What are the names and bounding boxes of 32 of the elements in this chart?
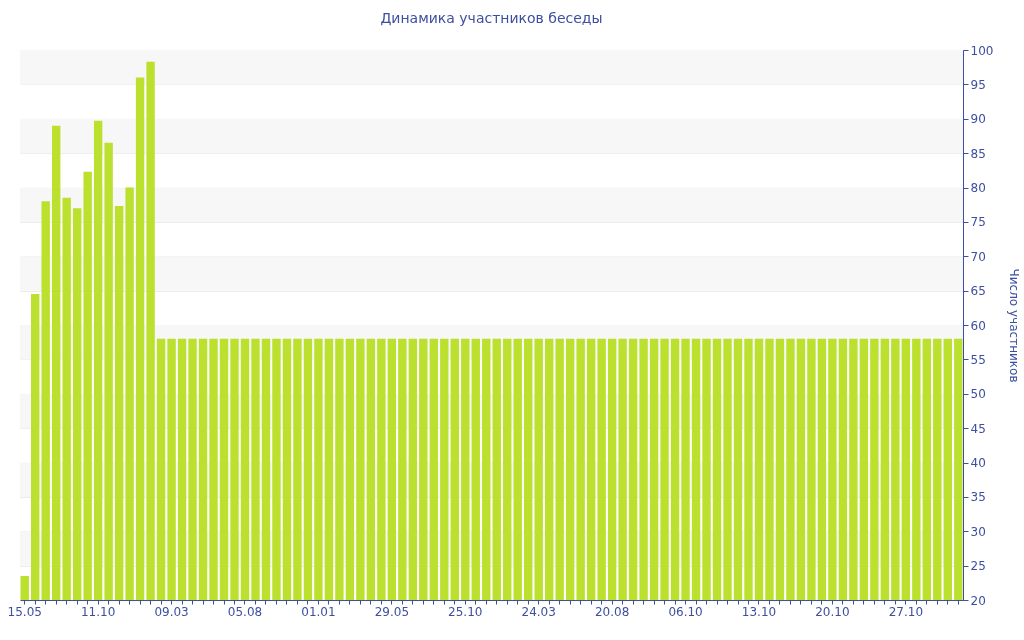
- y-tick-label: 45: [970, 421, 986, 436]
- x-tick-label: 06.10: [668, 604, 703, 619]
- x-tick-label: 15.05: [7, 604, 42, 619]
- y-tick-label: 55: [970, 352, 986, 367]
- y-tick-label: 80: [970, 181, 986, 195]
- x-tick-label: 20.10: [815, 604, 850, 619]
- y-tick-label: 30: [970, 524, 986, 539]
- y-tick-label: 95: [970, 77, 986, 92]
- y-tick-label: 50: [970, 387, 986, 402]
- x-tick-label: 20.08: [594, 604, 630, 619]
- y-tick-label: 70: [970, 249, 986, 264]
- x-tick-label: 25.10: [448, 604, 483, 619]
- x-tick-label: 11.10: [80, 604, 116, 619]
- y-tick-label: 90: [970, 112, 986, 127]
- y-tick-label: 20: [970, 593, 986, 608]
- y-tick-label: 85: [970, 146, 986, 161]
- x-tick-label: 27.10: [888, 604, 924, 619]
- y-tick-label: 60: [970, 318, 986, 333]
- y-tick-label: 65: [970, 284, 986, 299]
- y-axis-title: Число участников: [1007, 268, 1022, 383]
- y-tick-label: 100: [970, 43, 994, 58]
- x-tick-label: 05.08: [227, 604, 263, 619]
- x-tick-label: 01.01: [301, 604, 336, 619]
- x-tick-label: 13.10: [741, 604, 777, 619]
- x-tick-label: 29.05: [374, 604, 410, 619]
- y-tick-label: 25: [970, 559, 986, 574]
- chart-title: Динамика участников беседы: [380, 10, 603, 26]
- y-tick-label: 75: [970, 215, 986, 230]
- x-tick-label: 09.03: [154, 604, 189, 619]
- x-tick-label: 24.03: [521, 604, 556, 619]
- y-tick-label: 40: [970, 456, 986, 470]
- y-tick-label: 35: [970, 490, 986, 505]
